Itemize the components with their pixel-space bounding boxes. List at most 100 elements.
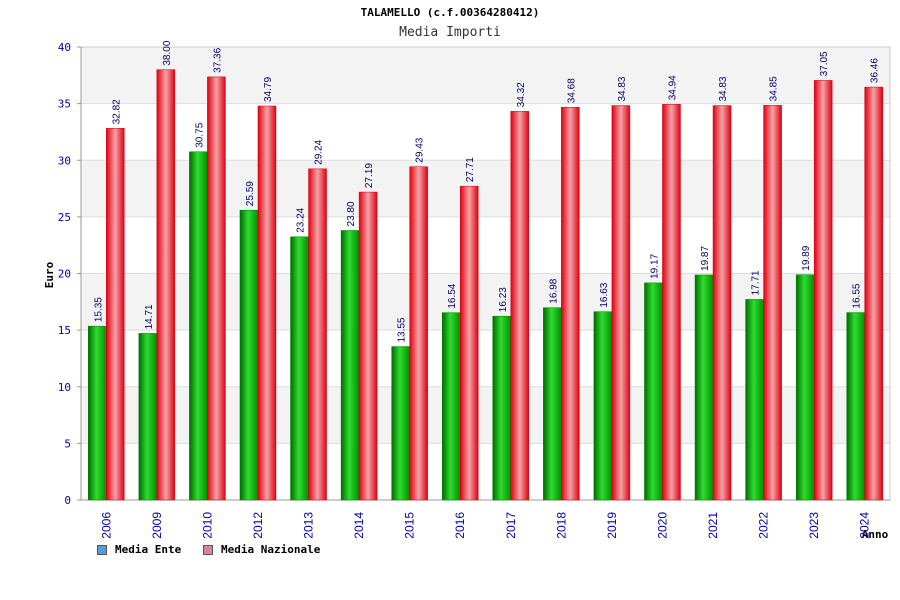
data-label-media-ente: 25.59 (245, 181, 256, 206)
data-label-media-nazionale: 36.46 (870, 58, 881, 83)
data-label-media-nazionale: 37.05 (819, 51, 830, 76)
bar-media-ente (88, 325, 107, 501)
y-tick-label: 10 (58, 381, 71, 394)
legend-label-media-ente: Media Ente (115, 543, 182, 556)
data-label-media-nazionale: 32.82 (111, 99, 122, 124)
data-label-media-ente: 16.23 (498, 287, 509, 312)
bar-media-nazionale (561, 106, 580, 501)
data-label-media-ente: 16.54 (447, 283, 458, 308)
x-tick-label: 2020 (655, 512, 669, 539)
x-tick-label: 2012 (251, 512, 265, 539)
legend-label-media-nazionale: Media Nazionale (221, 543, 321, 556)
x-tick-label: 2013 (302, 512, 316, 539)
bar-media-ente (694, 274, 714, 501)
bar-media-ente (290, 236, 309, 501)
bar-media-nazionale (409, 166, 428, 501)
legend-swatch-media-nazionale (203, 544, 213, 555)
data-label-media-ente: 17.71 (751, 270, 762, 295)
data-label-media-ente: 19.89 (801, 245, 812, 270)
bar-media-nazionale (358, 191, 378, 501)
bar-media-nazionale (864, 86, 883, 501)
data-label-media-ente: 23.80 (346, 201, 357, 226)
y-tick-label: 0 (64, 494, 71, 507)
data-label-media-ente: 15.35 (93, 297, 104, 322)
data-label-media-ente: 16.98 (548, 278, 559, 303)
data-label-media-nazionale: 34.83 (718, 76, 729, 101)
data-label-media-ente: 16.63 (599, 282, 610, 307)
x-tick-label: 2006 (99, 512, 113, 539)
bar-media-ente (745, 299, 764, 501)
y-axis-label: Euro (43, 261, 56, 288)
x-tick-label: 2021 (706, 512, 720, 539)
bar-media-nazionale (257, 105, 277, 501)
legend-item-media-ente: Media Ente (97, 543, 181, 556)
data-label-media-ente: 19.87 (700, 246, 711, 271)
bar-media-nazionale (308, 168, 327, 501)
legend-swatch-media-ente (97, 544, 107, 555)
x-tick-label: 2022 (757, 512, 771, 539)
data-label-media-nazionale: 37.36 (212, 47, 223, 72)
bar-media-ente (492, 315, 512, 501)
data-label-media-ente: 13.55 (397, 317, 408, 342)
bar-media-nazionale (106, 128, 125, 501)
bar-media-ente (846, 312, 865, 501)
data-label-media-ente: 19.17 (649, 253, 660, 278)
bar-media-ente (391, 346, 410, 501)
data-label-media-nazionale: 38.00 (162, 40, 173, 65)
bar-media-ente (441, 312, 461, 501)
bar-media-nazionale (763, 105, 782, 501)
data-label-media-nazionale: 34.32 (516, 82, 527, 107)
y-tick-label: 30 (58, 154, 71, 167)
bar-media-nazionale (611, 105, 631, 501)
data-label-media-nazionale: 27.19 (364, 163, 375, 188)
x-tick-label: 2023 (807, 512, 821, 539)
x-tick-label: 2009 (150, 512, 164, 539)
data-label-media-ente: 30.75 (194, 122, 205, 147)
y-tick-label: 40 (58, 41, 71, 54)
data-label-media-ente: 14.71 (144, 304, 155, 329)
x-tick-label: 2016 (453, 512, 467, 539)
y-tick-label: 5 (64, 437, 71, 450)
data-label-media-ente: 23.24 (296, 207, 307, 232)
data-label-media-nazionale: 34.79 (263, 77, 274, 102)
bar-media-ente (189, 151, 208, 501)
chart-title: TALAMELLO (c.f.00364280412) (360, 6, 540, 19)
bar-media-nazionale (207, 76, 226, 501)
legend-item-media-nazionale: Media Nazionale (203, 543, 320, 556)
x-tick-label: 2015 (403, 512, 417, 539)
data-label-media-nazionale: 34.83 (617, 76, 628, 101)
y-tick-label: 20 (58, 268, 71, 281)
y-tick-label: 25 (58, 211, 71, 224)
x-tick-label: 2014 (352, 512, 366, 539)
bar-media-nazionale (662, 104, 681, 501)
bar-media-ente (795, 274, 815, 501)
x-tick-label: 2018 (554, 512, 568, 539)
data-label-media-nazionale: 34.85 (769, 76, 780, 101)
chart-subtitle: Media Importi (399, 25, 501, 40)
data-label-media-nazionale: 27.71 (465, 157, 476, 182)
y-tick-label: 15 (58, 324, 71, 337)
data-label-media-ente: 16.55 (852, 283, 863, 308)
bar-media-nazionale (510, 111, 530, 501)
data-label-media-nazionale: 29.24 (314, 139, 325, 164)
bar-media-ente (138, 333, 158, 501)
y-tick-label: 35 (58, 98, 71, 111)
bar-media-ente (593, 311, 613, 501)
x-tick-label: 2017 (504, 512, 518, 539)
bar-media-ente (340, 230, 360, 501)
bar-media-ente (644, 282, 663, 501)
bar-media-nazionale (712, 105, 732, 501)
x-axis-label: Anno (862, 528, 889, 541)
bar-media-nazionale (156, 69, 176, 501)
data-label-media-nazionale: 34.68 (566, 78, 577, 103)
data-label-media-nazionale: 29.43 (415, 137, 426, 162)
bar-media-ente (239, 209, 259, 501)
x-tick-label: 2010 (200, 512, 214, 539)
x-tick-label: 2019 (605, 512, 619, 539)
x-tick-label: 2024 (858, 512, 872, 539)
bar-media-nazionale (813, 80, 833, 501)
data-label-media-nazionale: 34.94 (667, 75, 678, 100)
bar-media-ente (543, 307, 562, 501)
bar-media-nazionale (459, 185, 479, 501)
